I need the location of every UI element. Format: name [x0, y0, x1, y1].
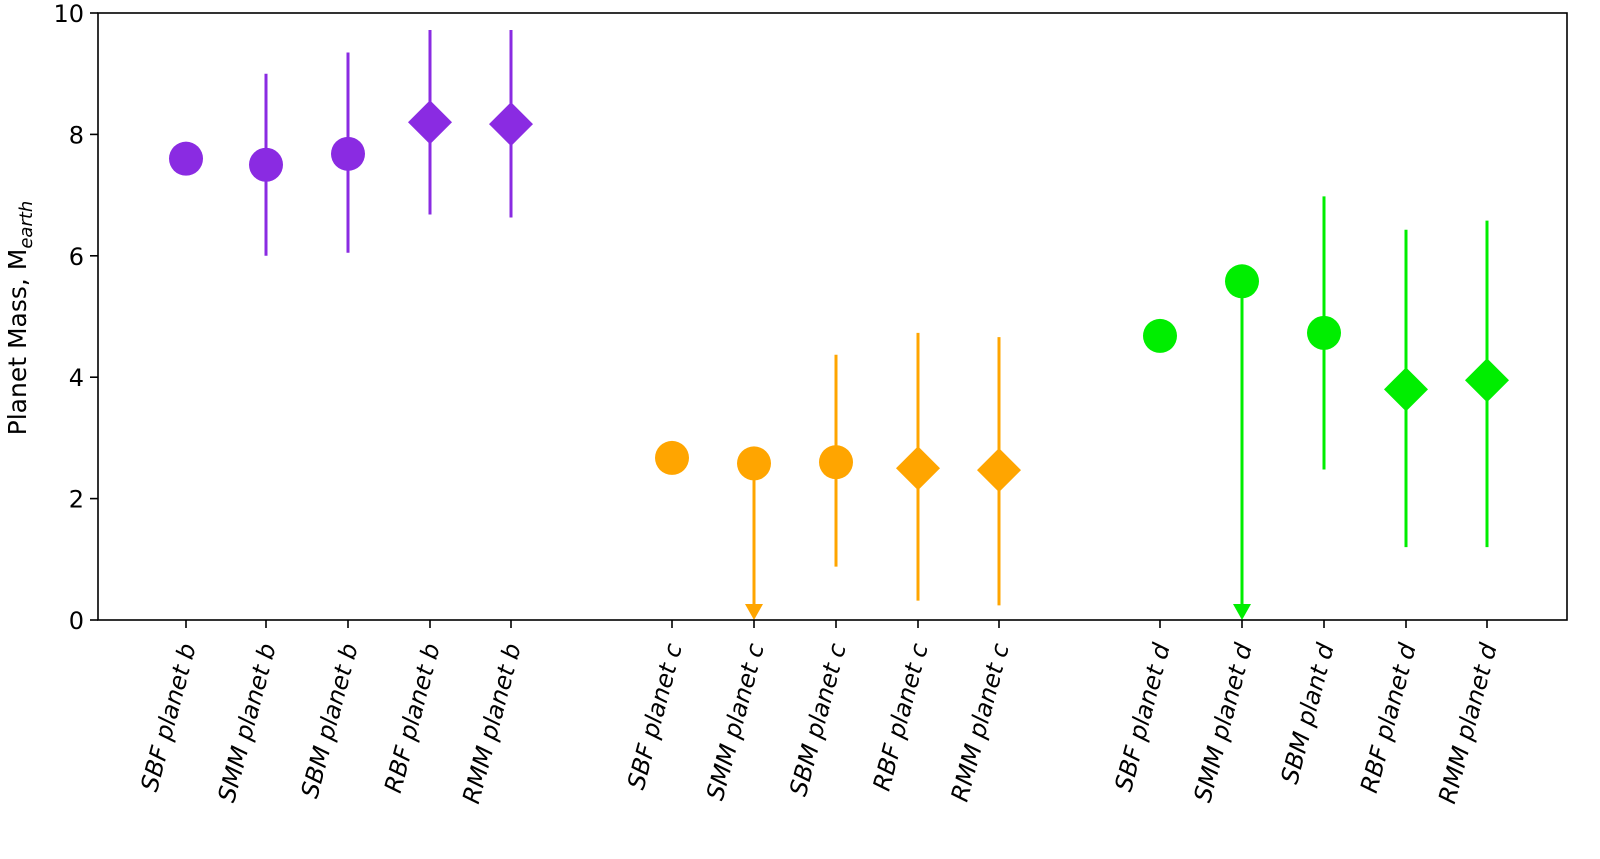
y-tick-label: 2 [69, 486, 84, 514]
y-tick-label: 4 [69, 364, 84, 392]
data-point-diamond [489, 102, 533, 147]
data-point-circle [331, 136, 365, 171]
data-point-diamond [408, 100, 452, 145]
x-tick-label: SBF planet c [622, 640, 688, 792]
upper-limit-arrow [1233, 604, 1251, 620]
x-tick-label: SMM planet b [213, 640, 282, 805]
x-tick-label: RBF planet c [868, 640, 934, 793]
x-tick-label: SBM planet c [784, 640, 852, 799]
x-tick-label: SBM planet b [296, 640, 364, 801]
x-tick-label: RMM planet b [457, 640, 527, 806]
x-tick-label: SBM plant d [1275, 640, 1340, 787]
x-tick-label: RMM planet c [946, 640, 1015, 804]
y-tick-label: 10 [53, 0, 84, 28]
y-tick-label: 6 [69, 243, 84, 271]
data-point-diamond [1384, 367, 1428, 412]
data-point-circle [1225, 264, 1259, 299]
data-point-circle [1143, 318, 1177, 353]
y-tick-label: 0 [69, 607, 84, 635]
y-tick-label: 8 [69, 121, 84, 149]
x-tick-label: SMM planet c [701, 640, 770, 803]
data-point-diamond [1465, 358, 1509, 403]
data-point-diamond [896, 446, 940, 491]
data-point-circle [1307, 315, 1341, 350]
data-point-circle [169, 141, 203, 176]
x-tick-label: RBF planet b [379, 640, 446, 795]
data-point-circle [655, 440, 689, 475]
plot-frame [97, 12, 1568, 621]
x-tick-label: SBF planet b [135, 640, 201, 794]
x-tick-label: SMM planet d [1189, 640, 1258, 806]
x-tick-label: RBF planet d [1355, 640, 1422, 796]
data-point-circle [249, 147, 283, 182]
chart-marks [169, 29, 1509, 620]
y-axis-label: Planet Mass, Mearth [3, 201, 37, 436]
data-point-diamond [977, 448, 1021, 493]
upper-limit-arrow [745, 604, 763, 620]
y-axis-label-main: Planet Mass, M [3, 249, 32, 436]
x-tick-label: SBF planet d [1109, 640, 1176, 795]
x-tick-label: RMM planet d [1433, 640, 1503, 807]
data-point-circle [737, 446, 771, 481]
y-axis-label-subscript: earth [16, 201, 37, 249]
data-point-circle [819, 445, 853, 480]
